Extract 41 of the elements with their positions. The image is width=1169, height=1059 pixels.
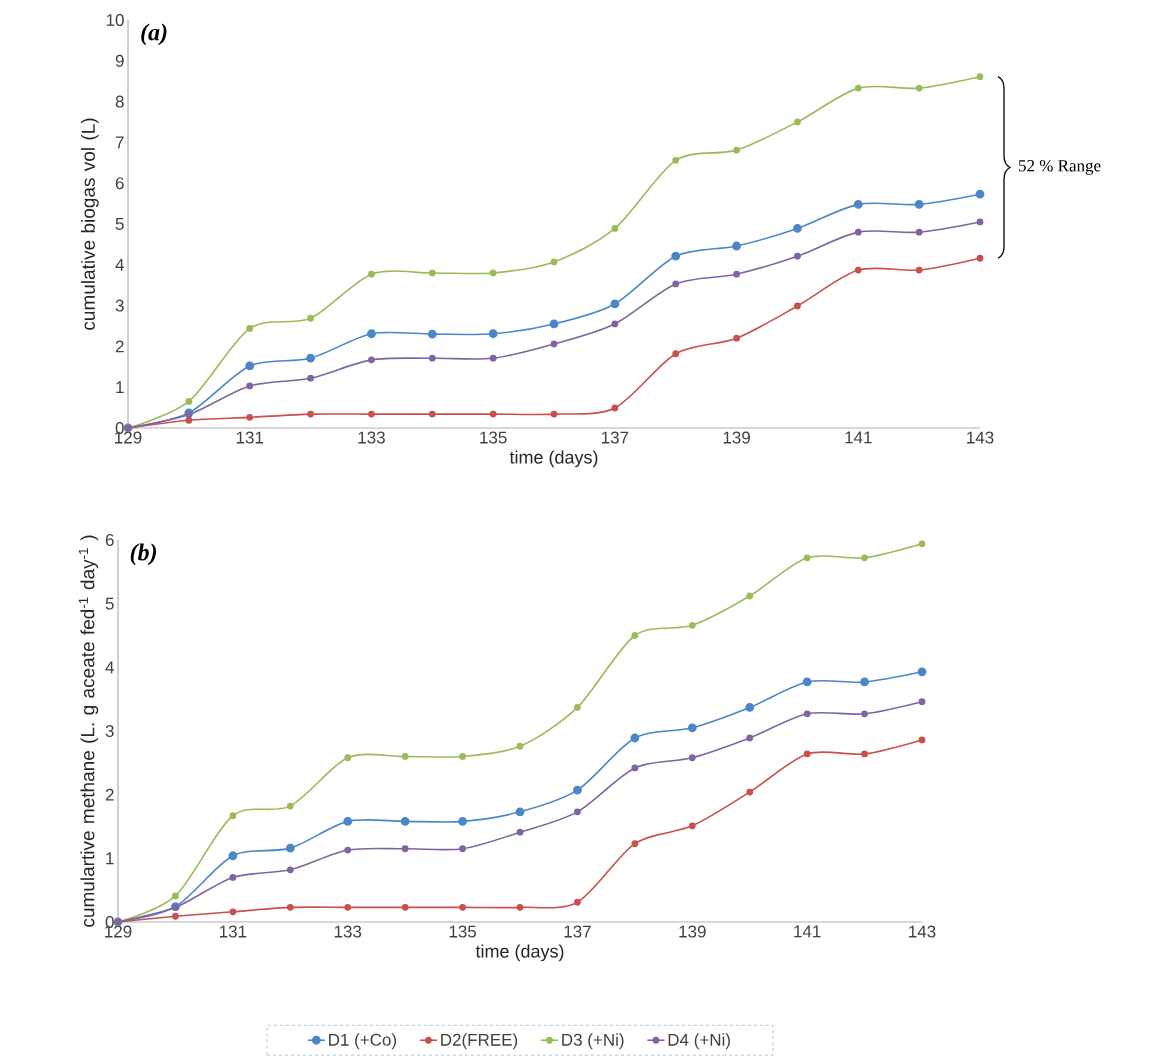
x-tick-label: 141 [794,925,821,938]
y-tick-label: 2 [105,788,114,801]
x-axis-title: time (days) [509,450,598,468]
y-tick-label: 2 [115,340,124,353]
x-tick-label: 139 [723,431,750,444]
y-axis-title: cumulartive methane (L. g aceate fed$^{-1}$ day$^{-1}$ ) [78,535,99,927]
y-tick-label: 9 [115,54,124,67]
y-tick-label: 4 [115,258,124,271]
x-tick-label: 133 [334,925,362,938]
x-tick-label: 135 [480,431,507,444]
legend-label: D3 (+Ni) [562,1033,624,1050]
chart-title: (a) [141,23,167,46]
y-tick-label: 5 [115,218,124,230]
y-tick-label: 5 [105,597,114,610]
chart-title: (b) [130,543,157,566]
y-tick-label: 1 [116,381,124,394]
x-tick-label: 143 [909,925,936,938]
x-tick-label: 133 [358,431,385,444]
y-tick-label: 8 [115,95,124,108]
text: 52 % Range [1018,159,1101,175]
y-tick-label: 6 [115,177,124,190]
x-tick-label: 135 [449,925,477,938]
y-tick-label: 4 [105,661,114,674]
y-tick-label: 6 [105,533,114,547]
y-tick-label: 3 [105,724,114,738]
x-tick-label: 131 [219,925,247,938]
x-tick-label: 141 [845,431,872,444]
x-tick-label: 139 [679,925,706,938]
x-tick-label: 143 [967,431,994,444]
y-tick-label: 10 [106,13,124,27]
y-axis-title: cumulative biogas vol (L) [80,118,99,330]
legend-label: D1 (+Co) [329,1033,397,1050]
x-axis-title: time (days) [475,944,564,962]
x-tick-label: 131 [236,431,264,444]
legend-label: D4 (+Ni) [668,1033,730,1050]
y-tick-label: 7 [115,136,124,149]
y-tick-label: 1 [106,852,114,865]
legend-label: D2(FREE) [441,1033,518,1050]
x-tick-label: 137 [601,431,629,444]
x-tick-label: 137 [564,925,591,938]
y-tick-label: 3 [115,299,124,312]
